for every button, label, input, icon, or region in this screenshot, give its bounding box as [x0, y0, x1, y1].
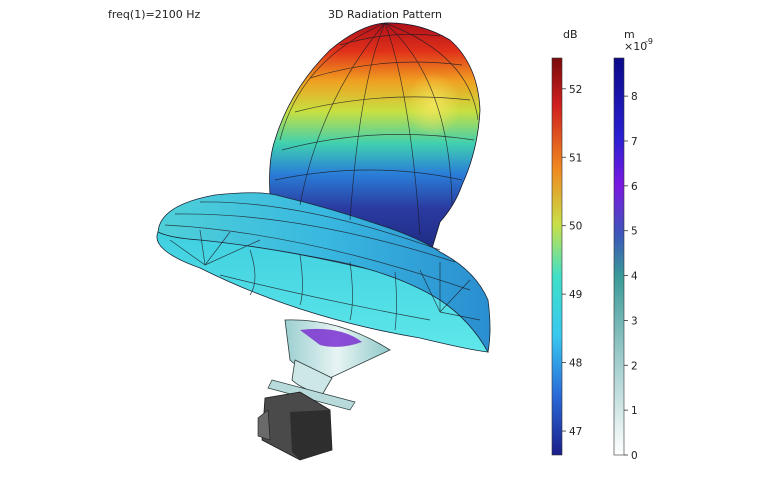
db-colorbar-ticks: 52 51 50 49 48 47 [562, 84, 582, 438]
disp-colorbar-ticks: 8 7 6 5 4 3 2 1 0 [624, 91, 638, 462]
disp-colorbar-unit: m [624, 28, 635, 41]
disp-colorbar-exponent-base: ×10 [624, 40, 647, 53]
db-tick-label: 47 [569, 426, 582, 438]
disp-colorbar-bar [613, 57, 625, 456]
speaker-driver [257, 391, 333, 461]
disp-tick-label: 8 [631, 91, 638, 103]
disp-tick-label: 6 [631, 181, 638, 193]
db-colorbar-bar [551, 57, 563, 456]
disp-colorbar-exponent: -9 [645, 37, 653, 46]
horn-assembly [267, 319, 391, 411]
disp-tick-label: 1 [631, 405, 638, 417]
db-colorbar-unit: dB [563, 28, 578, 41]
disp-tick-label: 0 [631, 450, 638, 462]
disp-tick-label: 3 [631, 315, 638, 327]
db-tick-label: 49 [569, 289, 582, 301]
db-tick-label: 50 [569, 221, 582, 233]
plot-title: 3D Radiation Pattern [328, 8, 443, 21]
db-tick-label: 51 [569, 152, 582, 164]
db-tick-label: 48 [569, 358, 582, 370]
db-tick-label: 52 [569, 84, 582, 96]
displacement-colorbar: m ×10 -9 8 7 6 5 4 3 2 1 0 [613, 28, 653, 462]
db-colorbar: dB 52 51 50 49 48 47 [551, 28, 582, 456]
frequency-label: freq(1)=2100 Hz [108, 8, 201, 21]
disp-tick-label: 2 [631, 360, 638, 372]
radiation-lobe [156, 22, 491, 354]
disp-tick-label: 7 [631, 136, 638, 148]
disp-tick-label: 4 [631, 271, 638, 283]
disp-tick-label: 5 [631, 226, 638, 238]
